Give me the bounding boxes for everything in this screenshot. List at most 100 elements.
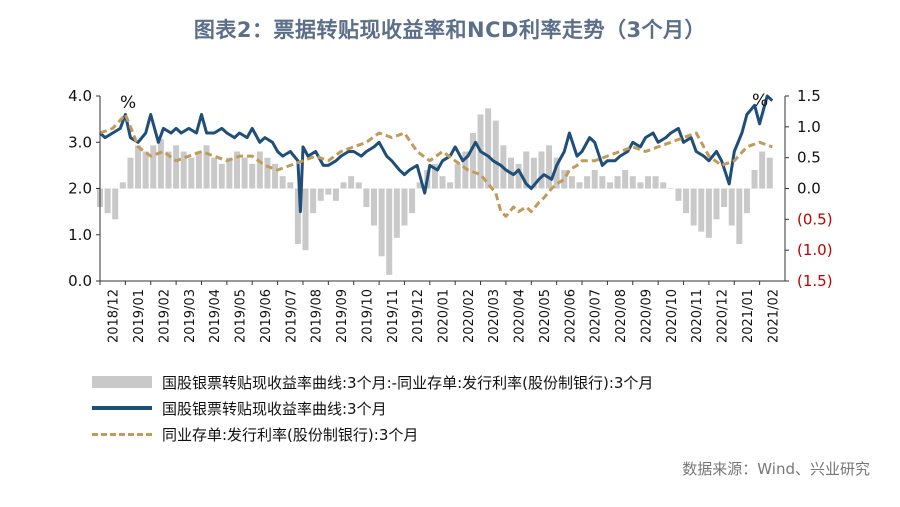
spread-bar [226, 157, 233, 189]
spread-bar [553, 157, 560, 189]
right-tick-label: 0.0 [797, 180, 821, 198]
legend-swatch-dashed-line [92, 432, 152, 436]
spread-bar [310, 188, 317, 214]
x-tick-label: 2020/09 [639, 289, 654, 343]
spread-bar [287, 182, 294, 189]
spread-bar [492, 120, 499, 189]
x-tick-label: 2019/05 [234, 289, 249, 343]
spread-bar [469, 133, 476, 189]
spread-bar [705, 188, 712, 238]
spread-bar [173, 145, 180, 189]
lines-group [98, 94, 774, 218]
spread-bar [462, 151, 469, 189]
legend-swatch-solid-line [92, 406, 152, 410]
spread-bar [165, 151, 172, 189]
spread-bar [294, 188, 301, 244]
x-tick-label: 2020/07 [589, 289, 604, 343]
right-tick-label: 1.0 [797, 118, 821, 136]
spread-bar [195, 151, 202, 189]
left-tick-label: 3.0 [68, 133, 92, 151]
spread-bar [378, 188, 385, 257]
spread-bar [241, 157, 248, 189]
source-note: 数据来源：Wind、兴业研究 [682, 460, 870, 478]
spread-bar [302, 188, 309, 251]
spread-bar [713, 188, 720, 220]
legend-label-spread: 国股银票转贴现收益率曲线:3个月:-同业存单:发行利率(股份制银行):3个月 [162, 373, 654, 392]
spread-bar [332, 188, 339, 201]
spread-bar [317, 188, 324, 201]
right-tick-label: 1.5 [797, 87, 821, 105]
x-tick-label: 2020/02 [462, 289, 477, 343]
x-tick-label: 2019/01 [132, 289, 147, 343]
legend: 国股银票转贴现收益率曲线:3个月:-同业存单:发行利率(股份制银行):3个月 国… [92, 369, 653, 447]
spread-bar [515, 163, 522, 189]
spread-bar [736, 188, 743, 244]
spread-bar [180, 151, 187, 189]
spread-bar [447, 182, 454, 189]
x-tick-label: 2021/01 [741, 289, 756, 343]
x-tick-label: 2020/01 [437, 289, 452, 343]
spread-bar [363, 188, 370, 207]
spread-bar [409, 188, 416, 214]
spread-bar [401, 188, 408, 226]
right-tick-label: (1.0) [797, 241, 833, 259]
x-tick-label: 2019/04 [208, 289, 223, 343]
spread-bar [652, 176, 659, 189]
spread-bar [599, 176, 606, 189]
left-tick-label: 0.0 [68, 272, 92, 290]
spread-bar [135, 145, 142, 189]
spread-bar [325, 188, 332, 195]
spread-bar [279, 176, 286, 189]
spread-bar [728, 188, 735, 226]
spread-bar [645, 176, 651, 189]
spread-bar [683, 188, 690, 214]
spread-bar [591, 170, 598, 189]
x-tick-label: 2020/04 [513, 289, 528, 343]
spread-bar [439, 176, 446, 189]
spread-bar [485, 108, 492, 189]
legend-label-discount: 国股银票转贴现收益率曲线:3个月 [162, 399, 387, 418]
spread-bar [690, 188, 697, 226]
right-tick-label: (0.5) [797, 210, 833, 228]
right-tick-label: (1.5) [797, 272, 833, 290]
discount-yield-line [98, 94, 774, 214]
spread-bar [119, 182, 126, 189]
axes-group: 0.0 1.0 2.0 3.0 4.0 (1.5) (1.0) (0.5) 0.0 0.5 1.0 1… [68, 87, 832, 343]
left-unit-label: % [120, 93, 136, 113]
spread-bar [431, 163, 438, 189]
spread-bar [766, 157, 773, 189]
x-tick-label: 2020/05 [538, 289, 553, 343]
spread-bar [218, 163, 225, 189]
spread-bar [538, 151, 545, 189]
x-tick-label: 2018/12 [107, 289, 122, 343]
spread-bar [203, 145, 210, 189]
spread-bar [584, 176, 591, 189]
ncd-rate-line [99, 113, 773, 218]
spread-bar [759, 151, 766, 189]
spread-bar [523, 151, 530, 189]
legend-item-ncd: 同业存单:发行利率(股份制银行):3个月 [92, 421, 653, 447]
x-tick-label: 2020/12 [716, 289, 731, 343]
x-tick-label: 2019/10 [360, 289, 375, 343]
x-tick-label: 2021/02 [766, 289, 781, 343]
spread-bar [249, 163, 256, 189]
left-tick-label: 2.0 [68, 180, 92, 198]
spread-bar [157, 139, 164, 189]
spread-bar [150, 145, 157, 189]
x-tick-label: 2019/09 [335, 289, 350, 343]
spread-bar [348, 176, 355, 189]
spread-bar [127, 157, 134, 189]
chart-title: 图表2：票据转贴现收益率和NCD利率走势（3个月） [193, 18, 707, 42]
spread-bar [637, 182, 644, 189]
left-tick-label: 4.0 [68, 87, 92, 105]
spread-bar [256, 151, 263, 189]
spread-bar [743, 188, 750, 214]
spread-bar [576, 182, 583, 189]
x-tick-label: 2020/11 [690, 289, 705, 343]
x-tick-label: 2020/08 [614, 289, 629, 343]
spread-bar [614, 176, 621, 189]
x-tick-label: 2019/12 [411, 289, 426, 343]
x-tick-label: 2020/03 [487, 289, 502, 343]
spread-bar [188, 157, 195, 189]
spread-bar [546, 145, 553, 189]
